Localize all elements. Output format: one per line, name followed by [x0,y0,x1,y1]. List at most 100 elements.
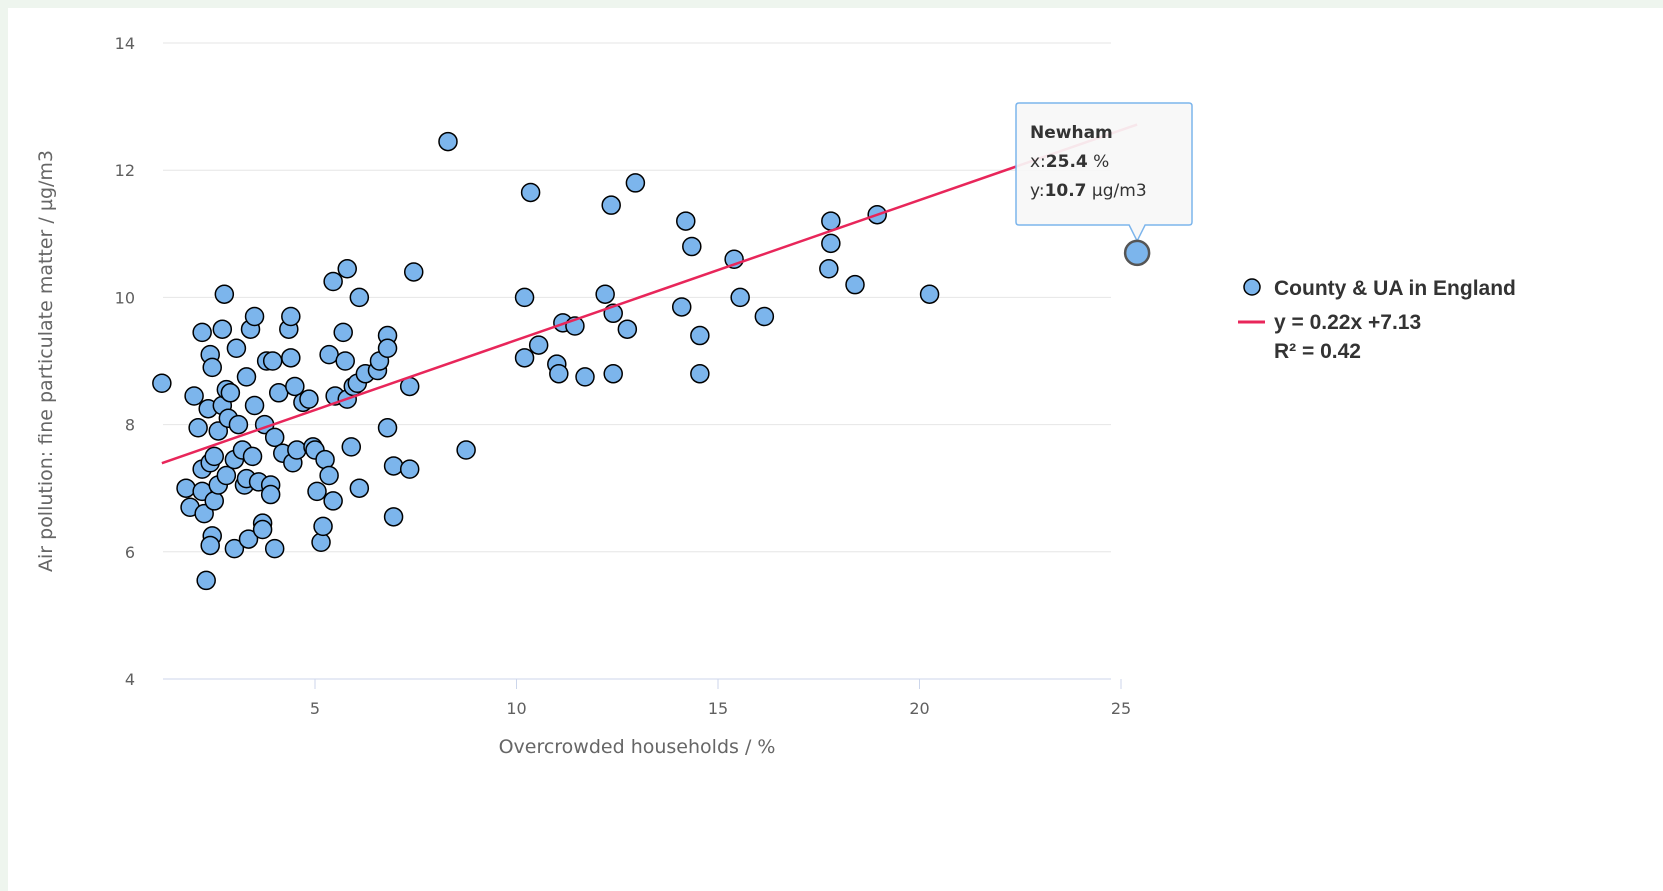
data-point[interactable] [260,484,281,505]
data-point[interactable] [244,306,265,327]
data-point[interactable] [625,173,646,193]
data-point[interactable] [323,491,343,511]
data-point[interactable] [323,271,343,292]
data-point[interactable] [601,195,621,215]
highlighted-point[interactable] [1123,239,1151,267]
data-point[interactable] [730,287,750,308]
data-point[interactable] [514,348,535,368]
data-point[interactable] [238,529,259,549]
data-point[interactable] [845,274,865,295]
data-point[interactable] [194,503,214,524]
data-point[interactable] [268,383,289,403]
data-point[interactable] [319,465,339,486]
legend: County & UA in England y = 0.22x +7.13 R… [1238,277,1516,363]
data-point[interactable] [216,465,237,486]
data-point[interactable] [603,363,623,384]
data-point[interactable] [204,446,224,467]
y-tick-label: 6 [125,543,135,562]
data-point[interactable] [315,449,335,470]
data-point[interactable] [226,338,247,359]
data-point[interactable] [377,418,398,438]
data-point[interactable] [690,363,710,384]
data-point[interactable] [200,535,220,556]
y-axis-title: Air pollution: fine particulate matter /… [35,150,57,572]
data-point[interactable] [520,182,541,203]
data-point[interactable] [399,459,420,479]
data-point[interactable] [202,357,222,378]
legend-marker-circle[interactable] [1243,278,1261,296]
x-axis-title: Overcrowded households / % [499,736,776,758]
data-point[interactable] [224,538,245,559]
data-point[interactable] [617,319,638,339]
data-point[interactable] [287,440,307,460]
data-point[interactable] [214,284,235,304]
data-point[interactable] [682,236,702,257]
data-point[interactable] [252,519,273,540]
data-point[interactable] [208,421,229,441]
x-tick-label: 5 [310,699,320,718]
legend-series-label[interactable]: County & UA in England [1274,277,1516,300]
data-point[interactable] [311,532,331,553]
legend-trendline-equation[interactable]: y = 0.22x +7.13 [1274,311,1421,334]
data-point[interactable] [456,440,476,460]
data-point[interactable] [264,538,285,559]
data-point[interactable] [228,414,249,435]
data-point[interactable] [281,306,301,327]
data-point[interactable] [220,383,241,403]
data-point[interactable] [690,325,710,346]
data-point[interactable] [319,344,339,365]
y-tick-label: 14 [115,34,135,53]
data-point[interactable] [575,367,595,387]
data-point[interactable] [676,211,696,231]
data-point[interactable] [349,478,370,498]
data-point[interactable] [754,306,775,327]
y-tick-label: 8 [125,416,135,435]
data-point[interactable] [313,516,333,537]
data-point[interactable] [307,481,327,502]
data-point[interactable] [299,389,319,409]
tooltip-y-value: y:10.7 µg/m3 [1030,181,1147,201]
data-point[interactable] [671,297,692,317]
data-point[interactable] [281,348,301,368]
x-axis: 5 10 15 20 25 [163,678,1131,718]
tooltip-y-number: 10.7 [1045,181,1087,201]
data-point[interactable] [819,259,839,279]
x-tick-label: 25 [1111,699,1131,718]
y-tick-label: 10 [115,288,135,307]
x-tick-label: 10 [506,699,526,718]
data-point[interactable] [335,351,355,371]
data-point[interactable] [821,233,841,254]
data-point[interactable] [383,456,404,476]
data-point[interactable] [192,322,212,343]
data-point[interactable] [188,418,208,438]
data-point[interactable] [377,338,398,359]
data-point[interactable] [236,367,257,387]
data-point[interactable] [196,570,216,591]
data-point[interactable] [528,335,549,355]
data-point[interactable] [262,351,283,371]
data-point[interactable] [337,259,357,279]
data-point[interactable] [244,395,265,416]
data-point[interactable] [285,376,305,397]
data-point[interactable] [204,491,224,511]
data-point[interactable] [383,507,404,527]
scatter-points [152,131,940,591]
data-point[interactable] [212,319,233,339]
data-point[interactable] [152,373,172,394]
data-point[interactable] [595,284,615,304]
scatter-chart: 4 6 8 10 12 14 5 10 15 20 25 Overcrowded househol… [35,34,1516,758]
data-point[interactable] [349,287,370,308]
data-point[interactable] [176,478,196,498]
data-point[interactable] [514,287,535,308]
data-point[interactable] [919,284,940,304]
data-point[interactable] [184,386,204,406]
data-point[interactable] [333,322,353,343]
data-point[interactable] [549,363,569,384]
data-point[interactable] [438,131,458,152]
data-point[interactable] [242,446,263,467]
data-point[interactable] [264,427,285,448]
tooltip-box [1015,102,1193,243]
y-axis-ticks: 4 6 8 10 12 14 [115,34,135,689]
data-point[interactable] [403,262,424,282]
data-point[interactable] [341,437,362,457]
